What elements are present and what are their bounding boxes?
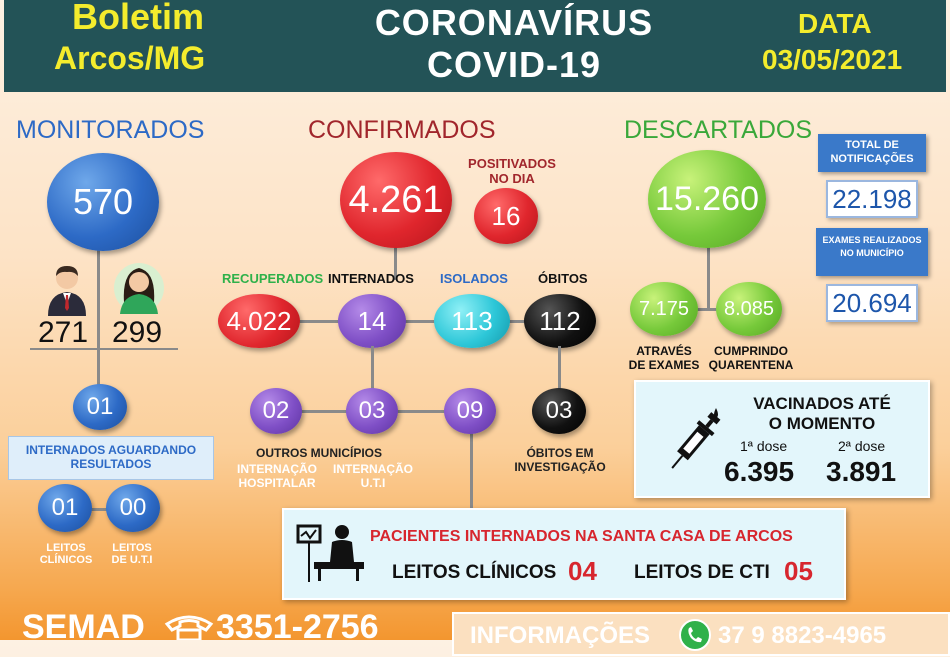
obitos-label: ÓBITOS [538, 271, 588, 286]
internados-value: 14 [338, 294, 406, 348]
exames-realizados-label: EXAMES REALIZADOS NO MUNICÍPIO [816, 228, 928, 276]
header-bar: Boletim Arcos/MG CORONAVÍRUS COVID-19 DA… [4, 0, 946, 92]
positivados-value: 16 [474, 188, 538, 244]
recuperados-value: 4.022 [218, 294, 300, 348]
vacinados-panel: VACINADOS ATÉ O MOMENTO 1ª dose 2ª dose 6… [634, 380, 930, 498]
monitorados-value: 570 [47, 153, 159, 251]
confirmados-value: 4.261 [340, 152, 452, 248]
leitos-clinicos-label: LEITOS CLÍNICOS [39, 542, 93, 566]
descartados-label: DESCARTADOS [624, 116, 813, 144]
leitos-connector [64, 508, 136, 511]
santa-casa-connector [470, 432, 473, 510]
santa-casa-leitos-cti-label: LEITOS DE CTI [634, 562, 770, 583]
date-label: DATA [798, 8, 872, 39]
phone-icon [164, 610, 214, 642]
page-title: CORONAVÍRUS [374, 2, 654, 43]
obitos-investigacao-label: ÓBITOS EM INVESTIGAÇÃO [514, 446, 606, 474]
monitorados-label: MONITORADOS [16, 116, 205, 144]
positivados-label: POSITIVADOS NO DIA [468, 156, 556, 186]
dose2-value: 3.891 [826, 456, 897, 487]
descartados-value: 15.260 [648, 150, 766, 248]
internados-aguardando-box: INTERNADOS AGUARDANDO RESULTADOS [8, 436, 214, 480]
exames-realizados-value: 20.694 [826, 284, 918, 322]
internacao-hospitalar-value: 02 [250, 388, 302, 434]
santa-casa-leitos-cti-value: 05 [784, 556, 813, 586]
vacinados-title: VACINADOS ATÉ O MOMENTO [753, 394, 891, 433]
date-value: 03/05/2021 [762, 44, 903, 75]
isolados-value: 113 [434, 294, 510, 348]
men-count: 271 [38, 316, 89, 349]
brand-city: Arcos/MG [54, 40, 206, 76]
internacao-hospitalar-label: INTERNAÇÃO HOSPITALAR [237, 462, 317, 490]
obitos-value: 112 [524, 294, 596, 348]
obitos-connector [558, 346, 561, 390]
semad-label: SEMAD [22, 608, 145, 646]
santa-casa-value: 09 [444, 388, 496, 434]
hospital-bed-icon [296, 522, 366, 586]
internacao-uti-value: 03 [346, 388, 398, 434]
outros-municipios-label: OUTROS MUNICÍPIOS [256, 446, 383, 460]
descartados-connector [707, 246, 710, 310]
row-connector [258, 320, 558, 323]
woman-icon [114, 262, 164, 314]
internados-aguardando-value: 01 [73, 384, 127, 430]
semad-phone: 3351-2756 [216, 608, 379, 646]
confirmados-connector [394, 244, 397, 280]
syringe-icon [662, 404, 726, 480]
monitorados-connector [97, 240, 100, 386]
leitos-uti-value: 00 [106, 484, 160, 532]
brand-title: Boletim [72, 0, 205, 37]
women-count: 299 [112, 316, 163, 349]
isolados-label: ISOLADOS [440, 271, 508, 286]
monitorados-divider [30, 348, 178, 350]
internados-aguardando-label: INTERNADOS AGUARDANDO [25, 443, 197, 457]
notificacoes-label: TOTAL DE NOTIFICAÇÕES [818, 134, 926, 172]
internados-aguardando-label-2: RESULTADOS [70, 457, 152, 471]
dose2-label: 2ª dose [838, 438, 886, 454]
info-phone: 37 9 8823-4965 [718, 622, 887, 649]
recuperados-label: RECUPERADOS [222, 271, 324, 286]
leitos-uti-label: LEITOS DE U.T.I [111, 542, 153, 566]
descartados-sub-connector [668, 308, 748, 311]
santa-casa-panel: PACIENTES INTERNADOS NA SANTA CASA DE AR… [282, 508, 846, 600]
dose1-label: 1ª dose [740, 438, 788, 454]
notificacoes-value: 22.198 [826, 180, 918, 218]
exames-label: ATRAVÉS DE EXAMES [628, 344, 700, 372]
info-box: INFORMAÇÕES 37 9 8823-4965 [452, 612, 950, 656]
quarentena-value: 8.085 [716, 282, 782, 336]
santa-casa-leitos-clinicos-label: LEITOS CLÍNICOS [392, 562, 557, 583]
confirmados-label: CONFIRMADOS [308, 116, 496, 144]
obitos-investigacao-value: 03 [532, 388, 586, 434]
quarentena-label: CUMPRINDO QUARENTENA [708, 344, 794, 372]
whatsapp-icon [678, 618, 712, 652]
internados-label: INTERNADOS [328, 271, 414, 286]
man-icon [44, 264, 90, 316]
internacao-uti-label: INTERNAÇÃO U.T.I [333, 462, 413, 490]
dose1-value: 6.395 [724, 456, 795, 487]
info-label: INFORMAÇÕES [470, 622, 650, 649]
leitos-clinicos-value: 01 [38, 484, 92, 532]
exames-value: 7.175 [630, 282, 698, 336]
santa-casa-leitos-clinicos-value: 04 [568, 556, 597, 586]
internados-connector [371, 346, 374, 390]
santa-casa-title: PACIENTES INTERNADOS NA SANTA CASA DE AR… [370, 528, 793, 545]
page-subtitle: COVID-19 [426, 44, 602, 85]
